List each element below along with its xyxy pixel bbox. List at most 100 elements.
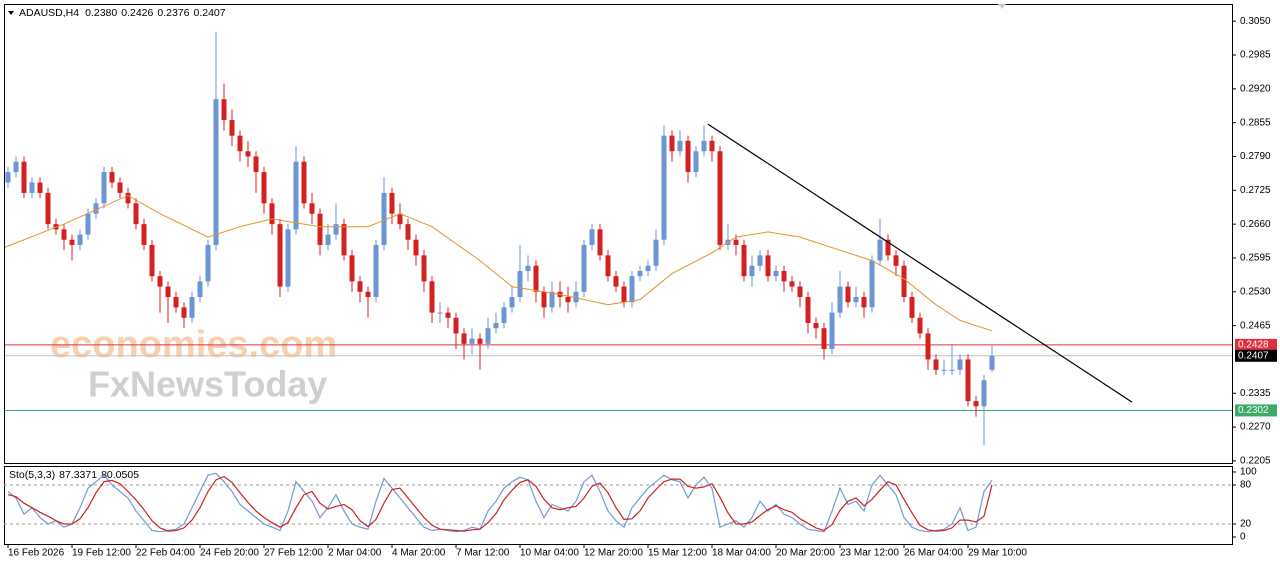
x-tick-label: 20 Mar 20:00 [776, 548, 835, 559]
plot [3, 31, 1232, 446]
candle-body [461, 333, 467, 344]
candle-body [117, 182, 123, 193]
candle-body [13, 161, 19, 173]
candle-body [485, 328, 491, 344]
x-tick-label: 2 Mar 04:00 [328, 548, 382, 559]
candle-body [765, 255, 771, 277]
y-tick-label: 0.2725 [1240, 185, 1271, 196]
candle-body [77, 234, 83, 245]
candle-body [749, 265, 755, 277]
candle-body [413, 239, 419, 256]
indicator-tick-label: 20 [1240, 519, 1252, 530]
candle-body [333, 224, 339, 235]
candle-body [949, 369, 955, 371]
shift-marker [998, 4, 1006, 9]
candle-body [437, 312, 443, 314]
candle-body [925, 333, 931, 360]
candle-body [957, 359, 963, 370]
watermark: economies.com FxNewsToday [50, 324, 337, 404]
price-label: 0.2407 [1238, 350, 1269, 361]
candle-body [589, 229, 595, 245]
x-tick-label: 4 Mar 20:00 [392, 548, 446, 559]
candle-body [829, 312, 835, 350]
candle-body [397, 213, 403, 225]
candle-body [357, 281, 363, 292]
x-tick-label: 26 Mar 04:00 [904, 548, 963, 559]
y-tick-label: 0.3050 [1240, 16, 1271, 27]
x-tick-label: 29 Mar 10:00 [968, 548, 1027, 559]
y-tick-label: 0.2270 [1240, 422, 1271, 433]
candle-body [661, 135, 667, 240]
candle-body [637, 270, 643, 277]
candle-body [157, 276, 163, 287]
candle-body [29, 182, 35, 193]
candle-body [821, 328, 827, 350]
price-label-bg [1235, 349, 1277, 362]
candle-body [757, 255, 763, 266]
x-tick-label: 15 Mar 12:00 [648, 548, 707, 559]
candle-body [197, 281, 203, 297]
indicator-signal: 80.0505 [101, 469, 139, 481]
candle-body [429, 281, 435, 313]
candle-body [909, 296, 915, 318]
candle-body [813, 323, 819, 329]
candle-body [85, 213, 91, 235]
candle-body [21, 161, 27, 193]
candle-body [797, 286, 803, 297]
x-tick-label: 16 Feb 2026 [8, 548, 65, 559]
indicator-tick-label: 100 [1240, 467, 1257, 478]
candle-body [93, 203, 99, 214]
price-label-bg [1235, 338, 1277, 351]
x-tick-label: 19 Feb 12:00 [72, 548, 131, 559]
candle-body [845, 286, 851, 303]
candle-body [685, 140, 691, 173]
y-tick-label: 0.2660 [1240, 219, 1271, 230]
candle-body [229, 120, 235, 136]
price-label-bg [1235, 404, 1277, 417]
candle-body [293, 161, 299, 230]
watermark-text: FxNewsToday [88, 364, 327, 405]
y-tick-label: 0.2920 [1240, 83, 1271, 94]
candle-body [381, 192, 387, 245]
candle-body [301, 161, 307, 204]
candle-body [509, 296, 515, 308]
candle-body [421, 255, 427, 282]
candle-body [941, 369, 947, 371]
candle-body [901, 265, 907, 297]
candle-body [693, 151, 699, 173]
candle-body [165, 286, 171, 297]
candle-body [677, 140, 683, 152]
candle-body [373, 244, 379, 297]
header-low: 0.2376 [157, 7, 189, 19]
candle-body [277, 224, 283, 287]
candle-body [69, 239, 75, 245]
candle-body [701, 140, 707, 152]
candle-body [101, 172, 107, 204]
price-label: 0.2302 [1238, 405, 1269, 416]
candle-body [477, 338, 483, 344]
header-open: 0.2380 [85, 7, 117, 19]
candle-body [885, 239, 891, 256]
candle-body [773, 270, 779, 277]
candle-body [253, 156, 259, 173]
x-tick-label: 18 Mar 04:00 [712, 548, 771, 559]
candle-body [877, 239, 883, 261]
candle-body [709, 140, 715, 152]
y-tick-label: 0.2465 [1240, 320, 1271, 331]
menu-arrow [8, 11, 14, 15]
x-tick-label: 24 Feb 20:00 [200, 548, 259, 559]
candle-body [109, 172, 115, 183]
x-tick-label: 23 Mar 12:00 [840, 548, 899, 559]
main-frame [4, 4, 1233, 464]
candle-body [125, 192, 131, 204]
candle-body [365, 291, 371, 297]
candle-body [621, 286, 627, 303]
candle-body [973, 401, 979, 407]
y-tick-label: 0.2205 [1240, 456, 1271, 467]
candle-body [189, 296, 195, 318]
x-tick-label: 7 Mar 12:00 [456, 548, 510, 559]
candle-body [861, 296, 867, 308]
y-tick-label: 0.2985 [1240, 50, 1271, 61]
